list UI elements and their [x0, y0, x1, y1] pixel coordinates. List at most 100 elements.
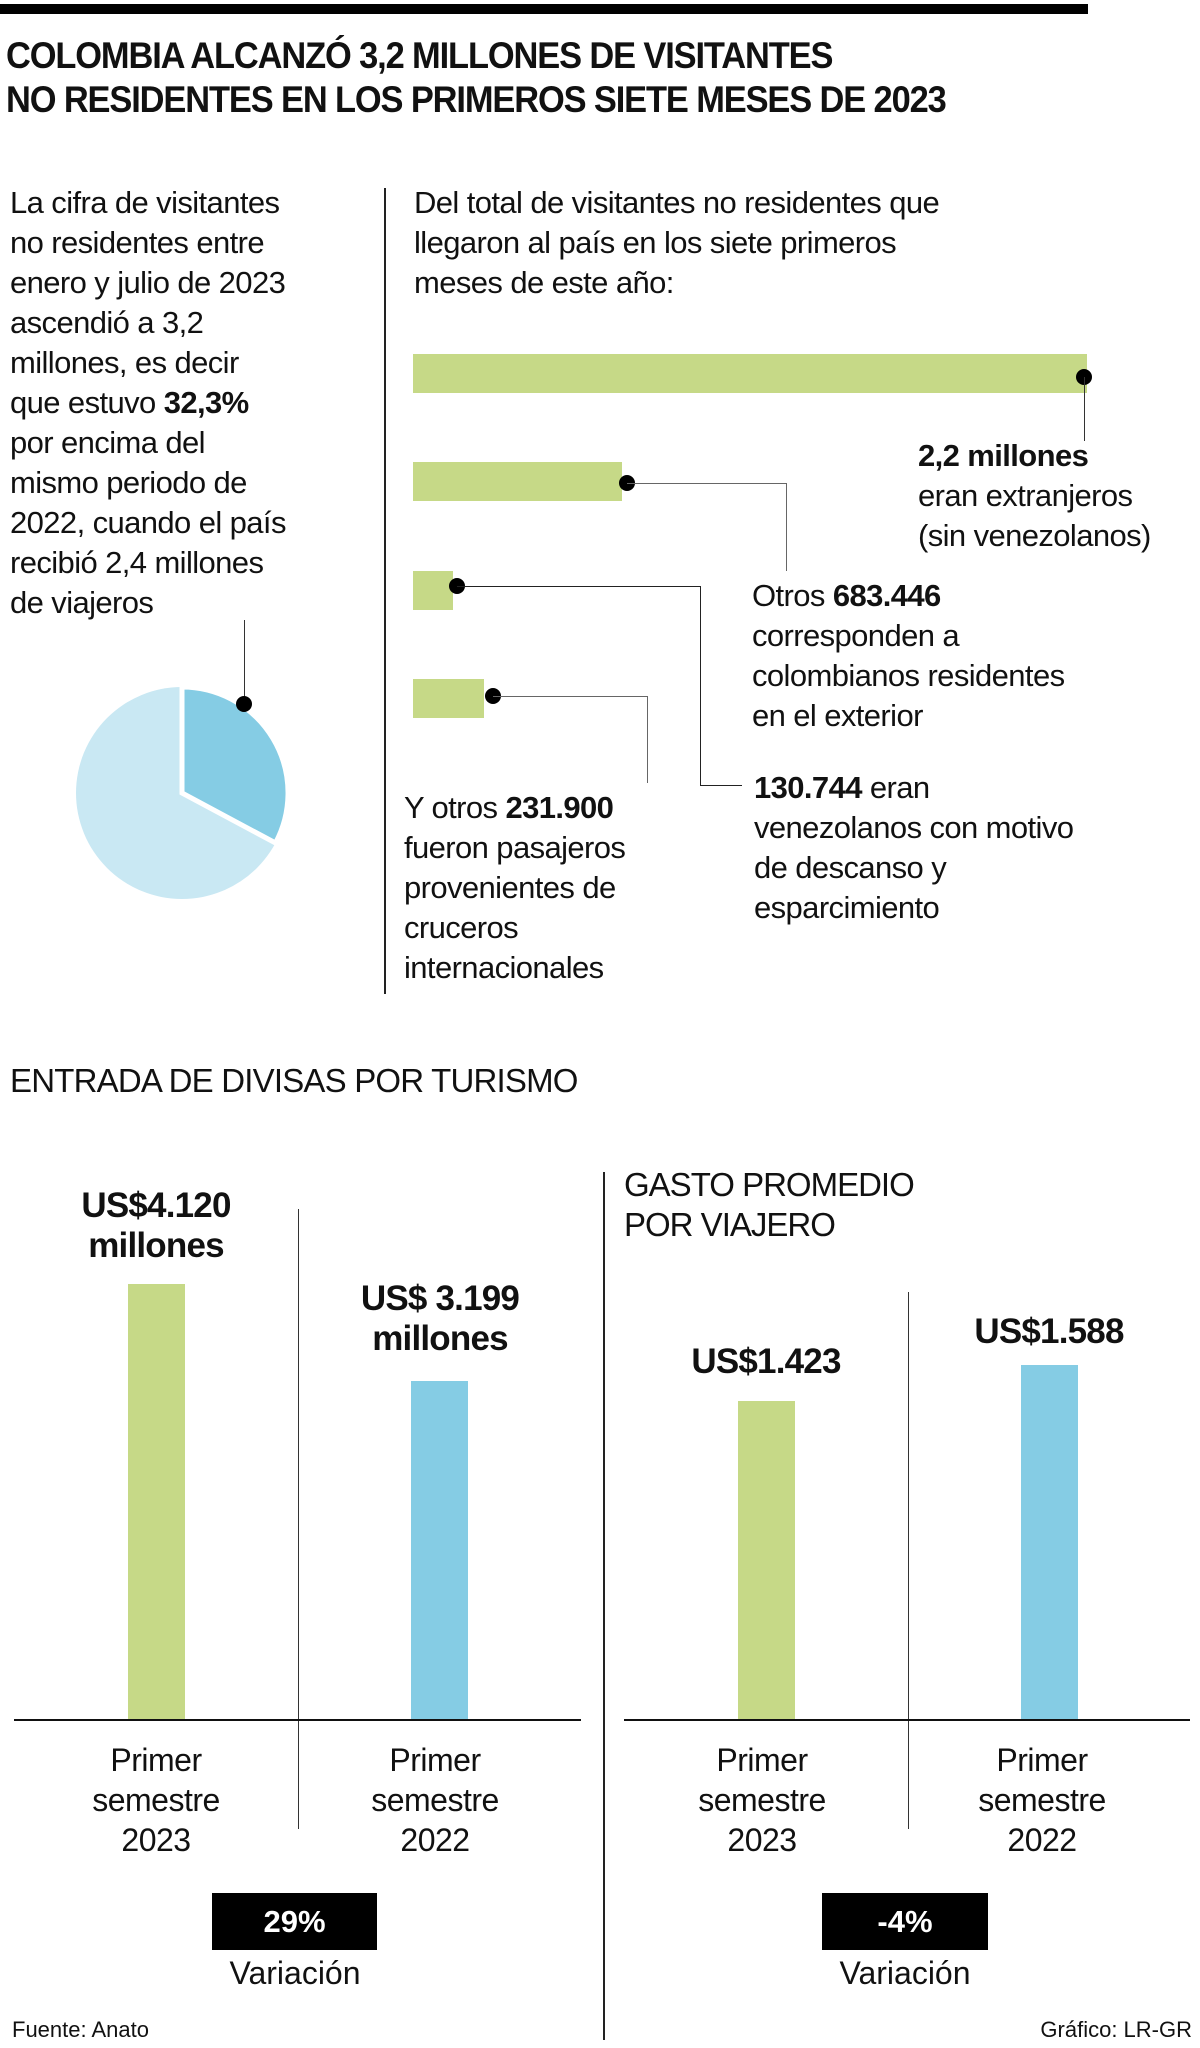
breakdown-intro: Del total de visitantes no residentes qu…: [414, 183, 940, 303]
callout-value: 2,2 millones: [918, 438, 1089, 473]
category-gasto-2022: Primer semestre 2022: [942, 1740, 1142, 1860]
baseline-divisas: [14, 1719, 581, 1721]
intro-line: mismo periodo de: [10, 465, 247, 500]
callout-line-2: [627, 483, 787, 571]
callout-cruceros: Y otros 231.900 fueron pasajeros proveni…: [404, 788, 626, 988]
value-label-gasto-2023: US$1.423: [691, 1342, 841, 1381]
value-label-divisas-2023: US$4.120 millones: [56, 1186, 256, 1266]
page-title: COLOMBIA ALCANZÓ 3,2 MILLONES DE VISITAN…: [6, 34, 947, 122]
callout-text: eran: [861, 770, 930, 805]
intro-line: 2022, cuando el país: [10, 505, 286, 540]
breakdown-intro-line: meses de este año:: [414, 265, 674, 300]
intro-line: que estuvo 32,3%: [10, 383, 286, 423]
intro-line: ascendió a 3,2: [10, 305, 204, 340]
category-gasto-2023: Primer semestre 2023: [662, 1740, 862, 1860]
category-text: 2023: [727, 1822, 797, 1858]
category-text: Primer: [716, 1742, 808, 1778]
callout-value: 231.900: [505, 790, 614, 825]
value-amount: US$ 3.199: [360, 1279, 520, 1318]
variation-badge-gasto: -4%: [822, 1893, 988, 1950]
callout-text: venezolanos con motivo: [754, 810, 1074, 845]
callout-line: Y otros 231.900: [404, 788, 625, 828]
callout-text: en el exterior: [752, 698, 923, 733]
intro-line: enero y julio de 2023: [10, 265, 286, 300]
section-title-divisas: ENTRADA DE DIVISAS POR TURISMO: [10, 1062, 578, 1099]
category-text: 2023: [121, 1822, 191, 1858]
callout-text: eran extranjeros: [918, 478, 1133, 513]
callout-line-3-tail: [700, 785, 742, 786]
callout-text: internacionales: [404, 950, 604, 985]
bar-gasto-2023: [738, 1401, 795, 1720]
value-label-divisas-2022: US$ 3.199 millones: [340, 1279, 540, 1359]
callout-text: de descanso y: [754, 850, 947, 885]
source-credit: Fuente: Anato: [12, 2017, 149, 2042]
value-unit: millones: [372, 1319, 508, 1358]
pie-slice-growth: [179, 684, 291, 847]
callout-text: corresponden a: [752, 618, 960, 653]
intro-line: La cifra de visitantes: [10, 185, 280, 220]
value-unit: millones: [88, 1226, 224, 1265]
callout-line-3: [457, 586, 701, 786]
category-text: semestre: [371, 1782, 499, 1818]
callout-extranjeros: 2,2 millones eran extranjeros (sin venez…: [918, 436, 1151, 556]
variation-label-gasto: Variación: [839, 1955, 971, 1991]
category-text: Primer: [110, 1742, 202, 1778]
section-title-line: POR VIAJERO: [624, 1206, 836, 1243]
category-text: semestre: [92, 1782, 220, 1818]
bar-divisas-2022: [411, 1381, 468, 1720]
value-label-gasto-2022: US$1.588: [974, 1312, 1124, 1351]
bottom-column-divider: [603, 1172, 605, 2040]
pie-callout-line: [244, 620, 245, 704]
category-text: semestre: [978, 1782, 1106, 1818]
pie-chart: [76, 684, 291, 899]
baseline-gasto: [624, 1719, 1190, 1721]
bar-gasto-2022: [1021, 1365, 1078, 1720]
callout-line: 130.744 eran: [754, 768, 1073, 808]
callout-text: cruceros: [404, 910, 519, 945]
pie-callout-dot: [236, 696, 252, 712]
bar-divisas-2023: [128, 1284, 185, 1720]
callout-value: 683.446: [832, 578, 941, 613]
inner-divider-divisas: [298, 1209, 299, 1829]
category-divisas-2023: Primer semestre 2023: [56, 1740, 256, 1860]
inner-divider-gasto: [908, 1292, 909, 1829]
callout-text: colombianos residentes: [752, 658, 1065, 693]
callout-text: Y otros: [404, 790, 506, 825]
variation-badge-divisas: 29%: [212, 1893, 377, 1950]
column-divider: [384, 188, 386, 994]
section-title-line: GASTO PROMEDIO: [624, 1166, 915, 1203]
callout-line-4: [493, 696, 648, 783]
bar-venezolanos: [413, 571, 453, 610]
bar-extranjeros: [413, 354, 1087, 393]
intro-line: recibió 2,4 millones: [10, 545, 264, 580]
highlight-percent: 32,3%: [163, 385, 250, 420]
callout-text: fueron pasajeros: [404, 830, 626, 865]
graphic-credit: Gráfico: LR-GR: [1040, 2017, 1192, 2042]
category-divisas-2022: Primer semestre 2022: [335, 1740, 535, 1860]
breakdown-intro-line: llegaron al país en los siete primeros: [414, 225, 897, 260]
intro-line: por encima del: [10, 425, 206, 460]
intro-paragraph: La cifra de visitantes no residentes ent…: [10, 183, 286, 623]
header-rule: [0, 4, 1088, 14]
intro-line: de viajeros: [10, 585, 154, 620]
intro-line: millones, es decir: [10, 345, 239, 380]
category-text: 2022: [1007, 1822, 1077, 1858]
callout-line-1: [1084, 377, 1085, 441]
breakdown-intro-line: Del total de visitantes no residentes qu…: [414, 185, 940, 220]
category-text: semestre: [698, 1782, 826, 1818]
callout-value: 130.744: [754, 770, 862, 805]
callout-line: Otros 683.446: [752, 576, 1064, 616]
category-text: Primer: [389, 1742, 481, 1778]
callout-venezolanos: 130.744 eran venezolanos con motivo de d…: [754, 768, 1074, 928]
bar-cruceros: [413, 679, 484, 718]
intro-line: no residentes entre: [10, 225, 265, 260]
value-amount: US$4.120: [81, 1186, 231, 1225]
title-line-2: NO RESIDENTES EN LOS PRIMEROS SIETE MESE…: [6, 79, 947, 120]
bar-colombianos-exterior: [413, 462, 622, 501]
callout-text: Otros: [752, 578, 833, 613]
title-line-1: COLOMBIA ALCANZÓ 3,2 MILLONES DE VISITAN…: [6, 35, 833, 76]
intro-text: que estuvo: [10, 385, 164, 420]
callout-text: provenientes de: [404, 870, 616, 905]
category-text: Primer: [996, 1742, 1088, 1778]
callout-text: (sin venezolanos): [918, 518, 1151, 553]
